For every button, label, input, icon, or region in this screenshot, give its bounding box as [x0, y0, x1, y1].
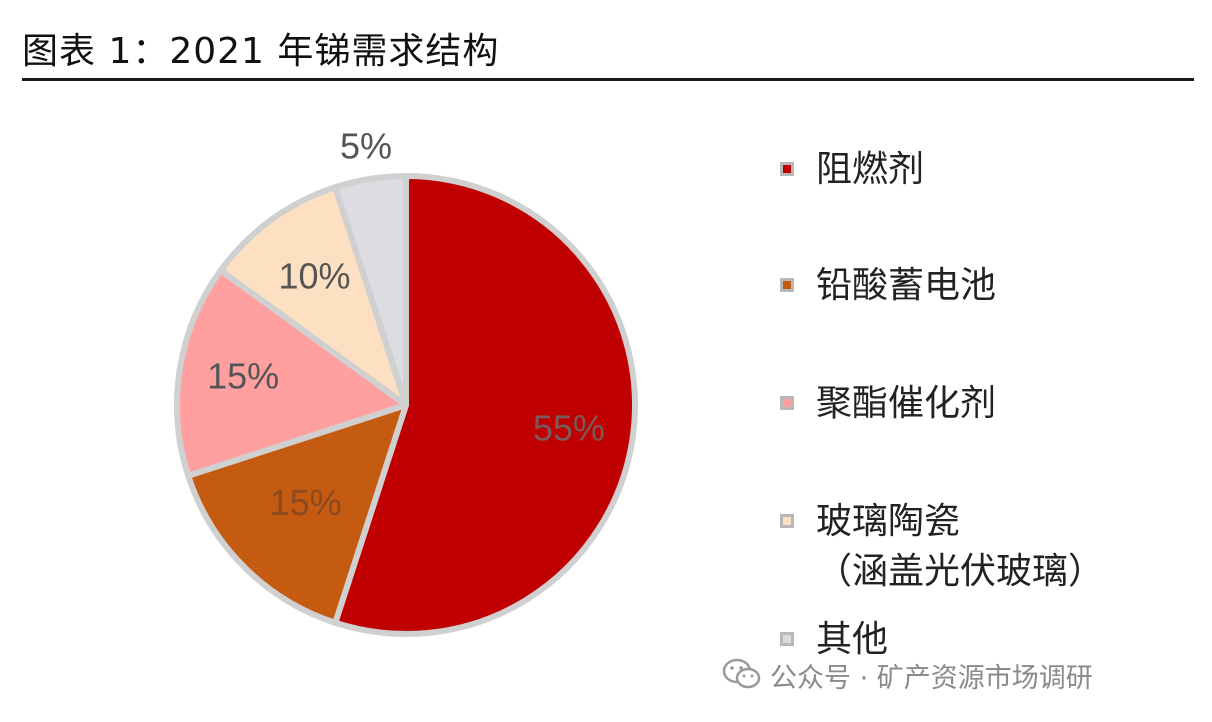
- slice-value-label: 5%: [340, 126, 392, 167]
- slice-other: [332, 173, 409, 408]
- legend-swatch: [780, 514, 794, 528]
- legend-label: 玻璃陶瓷: [816, 501, 961, 542]
- legend-label: 聚酯催化剂: [816, 383, 997, 424]
- slice-value-label: 15%: [270, 482, 342, 523]
- slice-value-label: 55%: [533, 407, 605, 448]
- legend-label-line2: （涵盖光伏玻璃）: [816, 551, 1105, 592]
- watermark-text: 公众号 · 矿产资源市场调研: [770, 663, 1093, 694]
- slice-polyester-catalyst: [174, 267, 409, 479]
- legend-label: 铅酸蓄电池: [816, 265, 997, 306]
- legend-label: 其他: [816, 619, 889, 660]
- slice-value-label: 15%: [207, 356, 279, 397]
- slice-flame-retardant: [332, 173, 638, 637]
- title-rule: [22, 78, 1194, 81]
- legend-swatch: [780, 278, 794, 292]
- slice-value-label: 10%: [278, 256, 350, 297]
- legend-swatch: [780, 632, 794, 646]
- figure-title: 图表 1：2021 年锑需求结构: [22, 31, 500, 72]
- wechat-icon: [722, 658, 761, 689]
- slice-glass-ceramics: [217, 184, 409, 408]
- legend-swatch: [780, 162, 794, 176]
- legend-label: 阻燃剂: [816, 149, 925, 190]
- legend-swatch: [780, 396, 794, 410]
